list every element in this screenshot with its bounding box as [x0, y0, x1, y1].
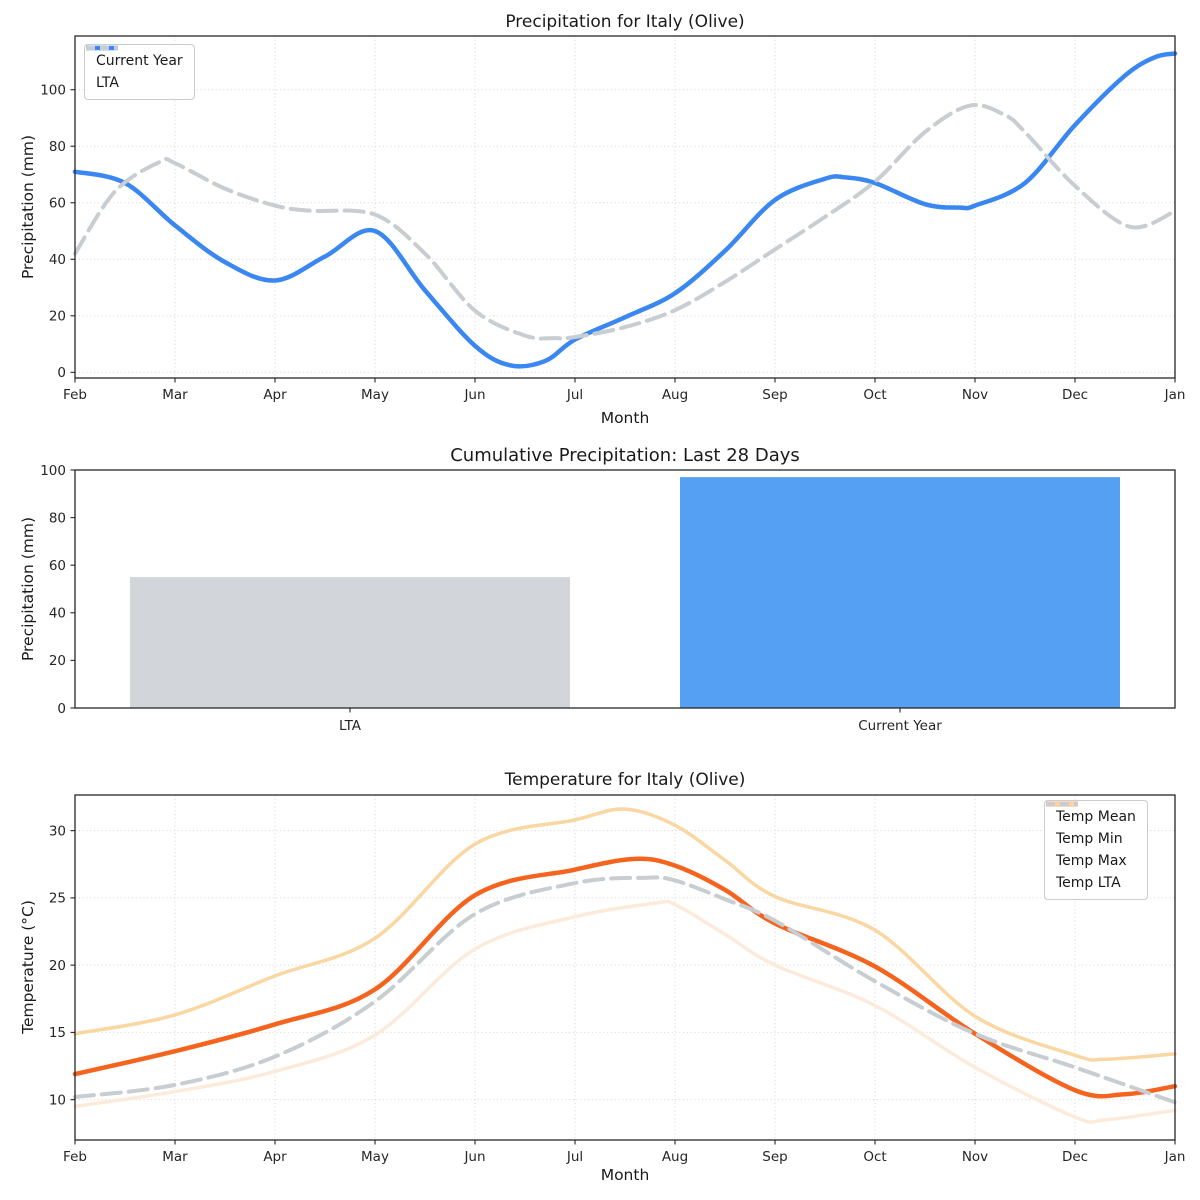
y-tick-label: 60 [49, 558, 66, 574]
y-tick-label: 10 [49, 1092, 66, 1108]
x-tick-label: Aug [662, 1149, 688, 1165]
legend-label: Temp Max [1056, 853, 1127, 869]
plot-border [74, 35, 1176, 379]
legend-label: Current Year [96, 53, 183, 69]
bar-lta [130, 577, 570, 708]
y-tick-label: 80 [49, 510, 66, 526]
legend-item-temp-mean: Temp Mean [1046, 801, 1136, 825]
chart-title: Cumulative Precipitation: Last 28 Days [450, 445, 800, 466]
y-axis-label: Precipitation (mm) [19, 516, 37, 662]
legend-item-lta: LTA [86, 46, 183, 91]
x-tick-label: Jun [463, 387, 485, 403]
y-tick-label: 0 [57, 365, 66, 381]
x-axis-label: Month [600, 1166, 650, 1184]
legend-item-temp-min: Temp Min [1046, 802, 1136, 847]
series-line-temp-mean [72, 856, 1178, 1099]
y-tick-label: 25 [49, 891, 66, 907]
legend-label: LTA [96, 75, 119, 91]
plot-border [74, 794, 1176, 1141]
y-tick-label: 30 [49, 823, 66, 839]
x-tick-label: May [361, 1149, 389, 1165]
y-axis-label: Precipitation (mm) [19, 134, 37, 280]
legend-item-temp-lta: Temp LTA [1046, 802, 1136, 891]
y-tick-label: 20 [49, 958, 66, 974]
x-tick-label: May [361, 387, 389, 403]
chart-title: Precipitation for Italy (Olive) [505, 12, 745, 32]
plot-border [74, 469, 1176, 709]
x-tick-label: Nov [962, 1149, 988, 1165]
x-tick-label: Feb [63, 387, 87, 403]
x-tick-label: Jul [566, 1149, 583, 1165]
x-tick-label: Jul [566, 387, 583, 403]
y-tick-label: 100 [40, 463, 66, 479]
legend-line-sample-icon [1046, 802, 1078, 806]
x-tick-label: Aug [662, 387, 688, 403]
x-tick-label: Current Year [858, 718, 942, 734]
legend-item-temp-max: Temp Max [1046, 802, 1136, 869]
temperature-line-chart: Feb Mar Apr May Jun Jul Aug Sep Oct Nov Dec Jan 10 15… [0, 750, 1200, 1200]
bar-plot-area: LTA Current Year 0 20 40 60 80 100 [40, 463, 1176, 734]
chart-title: Temperature for Italy (Olive) [504, 770, 746, 790]
x-tick-label: Jan [1164, 387, 1186, 403]
x-tick-label: Apr [263, 387, 287, 403]
x-tick-label: Sep [762, 1149, 787, 1165]
y-tick-label: 100 [40, 83, 66, 99]
x-tick-label: Mar [162, 1149, 188, 1165]
x-tick-label: Oct [863, 387, 886, 403]
series-line-temp-max [73, 807, 1177, 1062]
series-line-lta [73, 102, 1177, 341]
y-axis-label: Temperature (°C) [19, 900, 37, 1034]
precipitation-plot-area: Feb Mar Apr May Jun Jul Aug Sep Oct Nov Dec Jan 0 20 4… [40, 35, 1186, 403]
y-tick-label: 40 [49, 252, 66, 268]
x-tick-label: Dec [1062, 1149, 1088, 1165]
y-tick-label: 0 [57, 701, 66, 717]
series-line-current-year [72, 51, 1178, 369]
x-tick-label: Jun [463, 1149, 485, 1165]
y-tick-label: 20 [49, 653, 66, 669]
legend-line-sample-icon [86, 46, 118, 50]
legend-label: Temp Mean [1056, 809, 1136, 825]
y-tick-label: 15 [49, 1025, 66, 1041]
x-tick-label: Feb [63, 1149, 87, 1165]
temperature-plot-area: Feb Mar Apr May Jun Jul Aug Sep Oct Nov Dec Jan 10 15… [49, 794, 1186, 1165]
x-tick-label: Mar [162, 387, 188, 403]
x-tick-label: Sep [762, 387, 787, 403]
series-line-temp-lta [73, 875, 1177, 1105]
x-tick-label: Nov [962, 387, 988, 403]
precipitation-line-chart: Feb Mar Apr May Jun Jul Aug Sep Oct Nov Dec Jan 0 20 4… [0, 0, 1200, 440]
x-tick-label: Dec [1062, 387, 1088, 403]
bar-current-year [680, 477, 1120, 708]
x-tick-label: Jan [1164, 1149, 1186, 1165]
legend-item-current-year: Current Year [86, 45, 183, 69]
legend-label: Temp Min [1056, 831, 1123, 847]
cumulative-precipitation-bar-chart: LTA Current Year 0 20 40 60 80 100 Cumulative P… [0, 440, 1200, 750]
legend: Current Year LTA [84, 44, 195, 100]
series-line-temp-min [73, 899, 1177, 1124]
legend-label: Temp LTA [1056, 875, 1121, 891]
y-tick-label: 80 [49, 139, 66, 155]
x-tick-label: Apr [263, 1149, 287, 1165]
x-axis-label: Month [600, 409, 650, 427]
y-tick-label: 20 [49, 309, 66, 325]
legend: Temp Mean Temp Min Temp Max Temp LTA [1044, 800, 1148, 900]
x-tick-label: Oct [863, 1149, 886, 1165]
y-tick-label: 40 [49, 606, 66, 622]
y-tick-label: 60 [49, 196, 66, 212]
x-tick-label: LTA [339, 718, 362, 734]
